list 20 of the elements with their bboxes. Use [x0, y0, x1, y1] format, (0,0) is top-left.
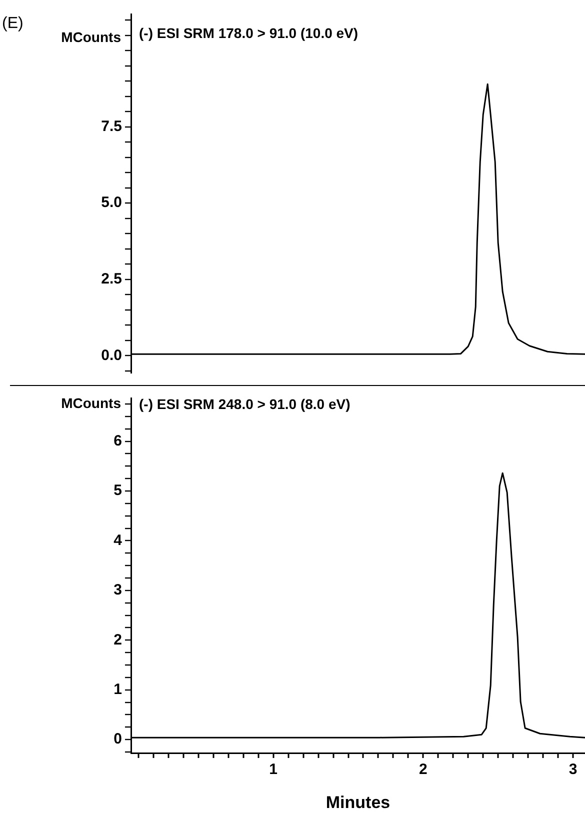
y-axis-title: MCounts: [61, 395, 122, 411]
y-tick-label: 6: [114, 432, 122, 450]
y-tick-label: 0.0: [101, 346, 122, 364]
text: (E): [2, 15, 24, 32]
y-tick-label: 0: [114, 730, 122, 748]
chart-title: (-) ESI SRM 248.0 > 91.0 (8.0 eV): [139, 396, 350, 412]
x-axis-title: Minutes: [326, 793, 390, 812]
y-tick-label: 3: [114, 582, 122, 599]
y-tick-label: 2.5: [101, 270, 122, 288]
x-tick-label: 3: [568, 761, 578, 778]
y-tick-label: 5.0: [101, 194, 122, 212]
y-tick-label: 2: [114, 631, 122, 648]
x-tick-label: 1: [269, 761, 278, 778]
y-tick-label: 1: [114, 680, 122, 698]
x-tick-label: 2: [419, 761, 428, 778]
y-tick-label: 7.5: [101, 118, 122, 135]
y-axis-title: MCounts: [61, 29, 122, 45]
text: (-) ESI SRM 178.0 > 91.0 (10.0 eV): [139, 25, 358, 41]
y-tick-label: 5: [114, 482, 122, 500]
y-tick-label: 4: [114, 532, 123, 549]
